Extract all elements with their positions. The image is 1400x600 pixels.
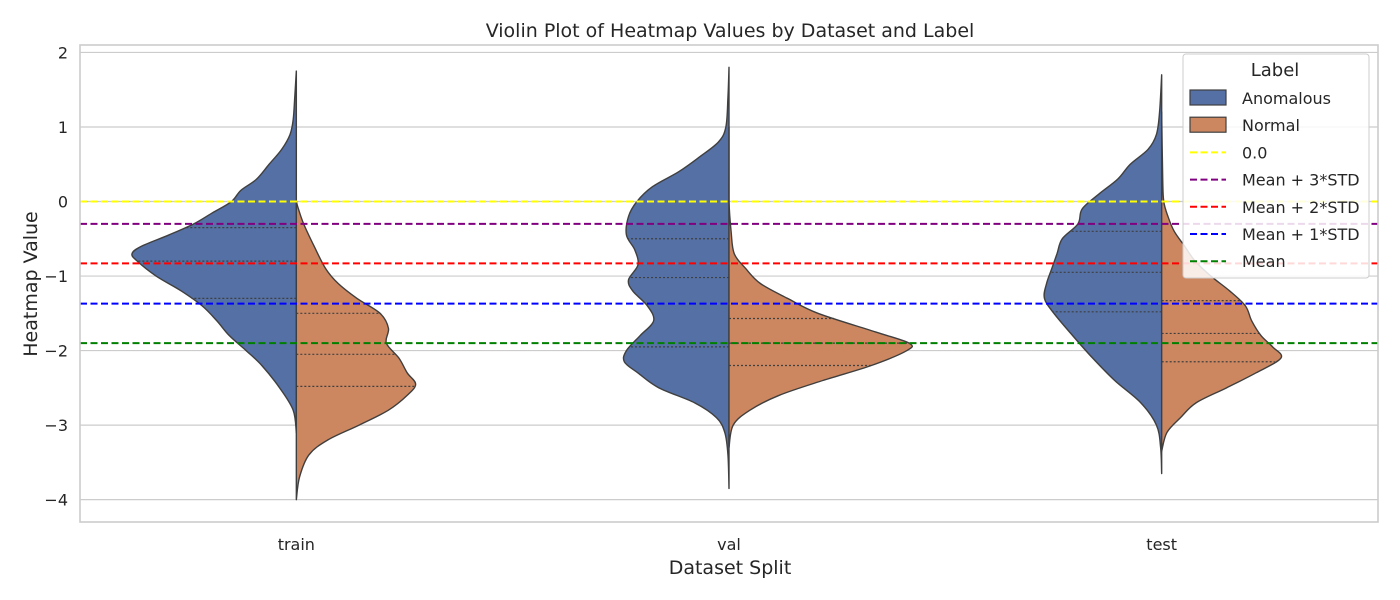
violin-normal-val (728, 126, 913, 449)
x-tick-label: val (717, 535, 741, 554)
legend-entry-label: Mean + 2*STD (1242, 198, 1360, 217)
y-tick-label: 1 (58, 118, 68, 137)
legend-entry-label: Anomalous (1242, 89, 1331, 108)
legend-entry-label: 0.0 (1242, 143, 1267, 162)
y-axis-title: Heatmap Value (20, 211, 42, 357)
legend-entry-label: Mean + 1*STD (1242, 225, 1360, 244)
y-tick-label: −4 (44, 491, 68, 510)
y-tick-label: 2 (58, 43, 68, 62)
legend-swatch (1189, 89, 1227, 106)
y-tick-labels: 2 1 0 −1 −2 −3 −4 (44, 43, 68, 509)
legend-entry-label: Mean + 3*STD (1242, 171, 1360, 190)
x-tick-label: test (1146, 535, 1177, 554)
legend-entry-label: Mean (1242, 252, 1286, 271)
violin-normal-test (1160, 111, 1283, 452)
legend-entry-label: Normal (1242, 116, 1300, 135)
reference-line-layer (80, 200, 1378, 345)
x-axis-title: Dataset Split (669, 557, 792, 579)
legend-title: Label (1251, 60, 1300, 81)
violin-normal-train (295, 200, 417, 501)
legend-box (1182, 53, 1370, 279)
y-tick-label: −2 (44, 342, 68, 361)
legend: Label Anomalous Normal 0.0 Mean + 3*STD Mean… (1182, 53, 1370, 279)
chart-title: Violin Plot of Heatmap Values by Dataset… (486, 20, 975, 42)
x-tick-labels: train val test (278, 535, 1177, 554)
legend-swatch (1189, 116, 1227, 133)
violin-layer (131, 66, 1283, 501)
violin-anomalous-train (131, 70, 298, 434)
y-tick-label: −3 (44, 416, 68, 435)
violin-anomalous-test (1043, 74, 1163, 475)
y-tick-label: −1 (44, 267, 68, 286)
x-tick-label: train (278, 535, 315, 554)
y-tick-label: 0 (58, 193, 68, 212)
plot-frame (79, 44, 1379, 523)
